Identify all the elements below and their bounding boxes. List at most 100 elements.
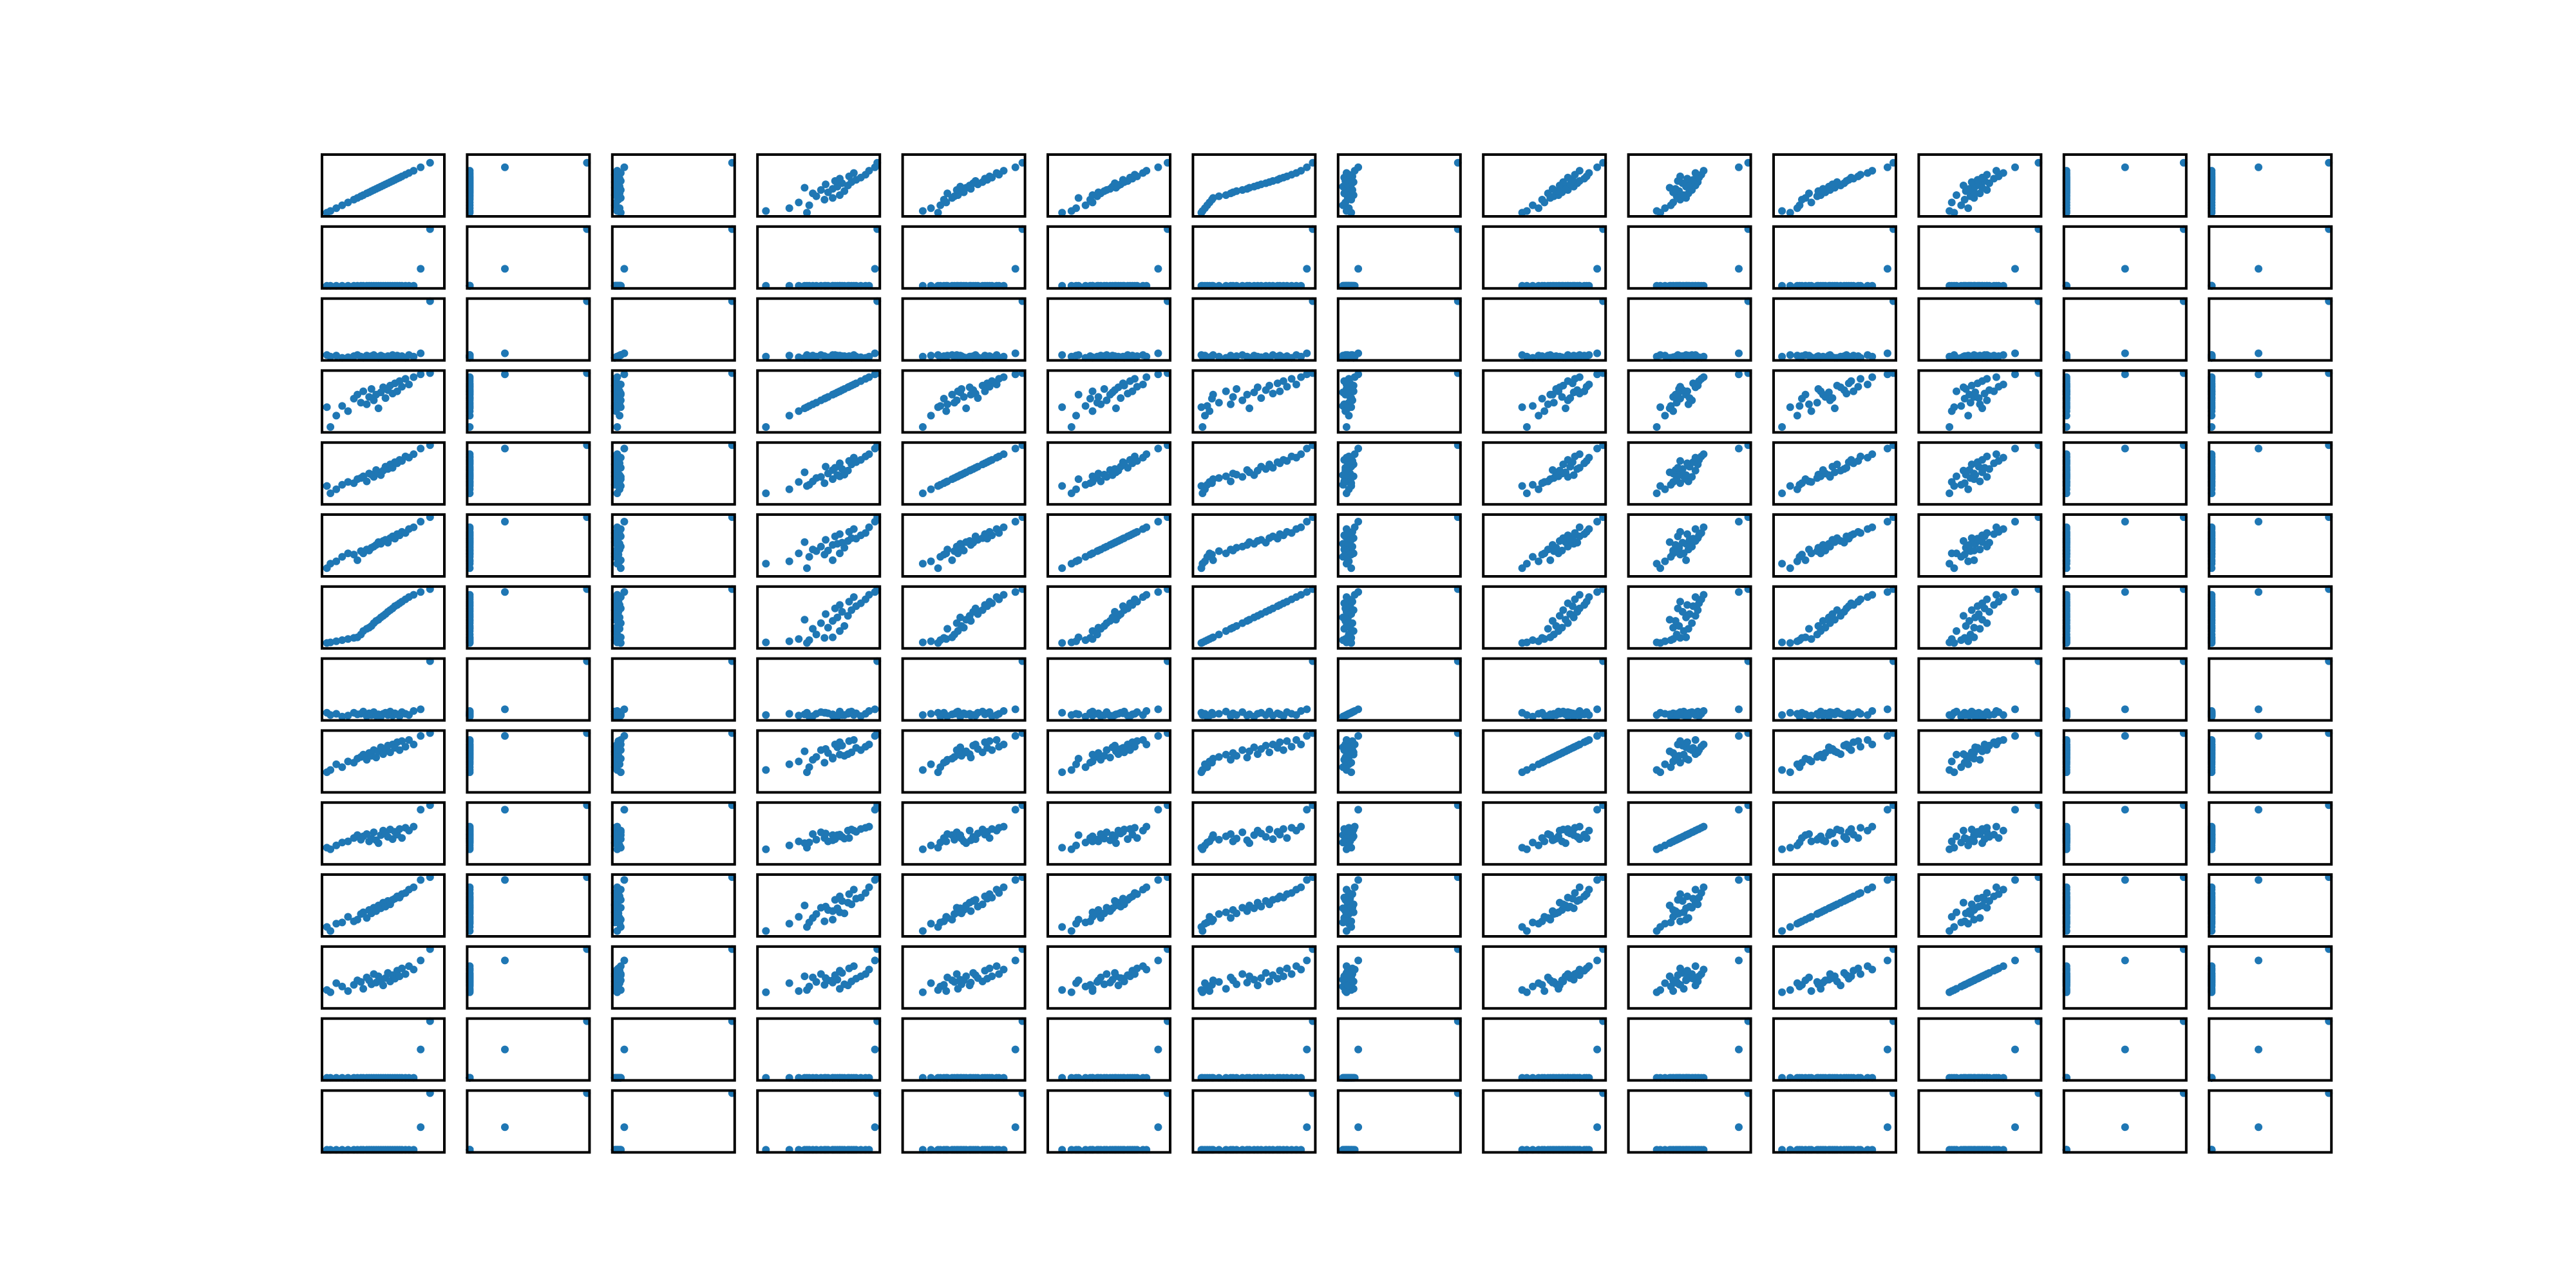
- scatter-point: [1868, 591, 1877, 599]
- scatter-point: [918, 766, 927, 774]
- scatter-point: [927, 637, 935, 645]
- panel-frame: [901, 153, 1027, 218]
- scatter-point: [1343, 556, 1352, 564]
- scatter-point: [1735, 732, 1743, 740]
- scatter-point: [849, 711, 858, 719]
- scatter-point: [1354, 349, 1363, 357]
- scatter-point: [1674, 390, 1682, 398]
- scatter-point: [1297, 523, 1305, 531]
- scatter-point: [1154, 876, 1162, 884]
- scatter-point: [1575, 741, 1584, 748]
- scatter-point: [1215, 547, 1223, 555]
- scatter-point: [956, 352, 965, 360]
- scatter-point: [1233, 752, 1241, 760]
- scatter-point: [2121, 732, 2129, 740]
- scatter-point: [417, 732, 425, 740]
- scatter-point: [1074, 390, 1083, 399]
- scatter-point: [1778, 207, 1786, 215]
- panel-v2-vs-v14: [2208, 225, 2333, 290]
- scatter-point: [1691, 886, 1700, 894]
- scatter-point: [948, 556, 956, 564]
- scatter-point: [1964, 412, 1973, 420]
- scatter-point: [1544, 830, 1552, 838]
- scatter-point: [985, 383, 994, 391]
- panel-frame: [1772, 297, 1897, 362]
- scatter-point: [1833, 707, 1841, 715]
- scatter-point: [1683, 352, 1691, 360]
- scatter-point: [822, 394, 830, 402]
- scatter-point: [918, 927, 927, 935]
- scatter-point: [1676, 598, 1684, 606]
- scatter-point: [1959, 710, 1967, 718]
- scatter-point: [1243, 390, 1251, 399]
- scatter-point: [988, 746, 996, 754]
- scatter-point: [1544, 477, 1552, 486]
- scatter-point: [1813, 399, 1821, 407]
- scatter-point: [809, 830, 817, 838]
- scatter-point: [1975, 610, 1983, 618]
- scatter-point: [338, 918, 346, 927]
- scatter-point: [1793, 412, 1801, 420]
- scatter-point: [1058, 639, 1066, 647]
- scatter-point: [1672, 630, 1681, 639]
- panel-frame: [611, 153, 736, 218]
- scatter-point: [1653, 560, 1661, 568]
- scatter-point: [1824, 471, 1833, 479]
- scatter-point: [1980, 390, 1989, 398]
- scatter-point: [803, 209, 811, 217]
- scatter-point: [1238, 746, 1247, 754]
- scatter-point: [417, 349, 425, 357]
- scatter-point: [1656, 403, 1665, 412]
- scatter-point: [1999, 886, 2007, 894]
- panel-frame: [901, 297, 1027, 362]
- scatter-point: [1819, 185, 1827, 193]
- scatter-point: [613, 591, 621, 599]
- scatter-point: [1868, 707, 1877, 715]
- scatter-point: [1522, 845, 1531, 853]
- panel-frame: [1482, 153, 1607, 218]
- scatter-point: [805, 553, 813, 561]
- scatter-point: [1665, 710, 1674, 719]
- panel-v1-vs-v8: [1336, 153, 1462, 218]
- scatter-point: [809, 914, 817, 922]
- scatter-point: [1119, 828, 1127, 836]
- scatter-point: [1112, 404, 1120, 412]
- scatter-point: [1653, 423, 1661, 431]
- scatter-point: [1676, 383, 1684, 391]
- scatter-point: [379, 981, 387, 990]
- scatter-point: [1350, 822, 1359, 831]
- scatter-point: [1665, 902, 1674, 909]
- scatter-point: [1582, 834, 1591, 842]
- scatter-point: [817, 186, 825, 194]
- scatter-point: [1575, 352, 1584, 361]
- scatter-point: [1999, 169, 2007, 177]
- scatter-point: [809, 400, 817, 408]
- panel-frame: [2208, 153, 2333, 218]
- scatter-point: [800, 747, 809, 755]
- scatter-point: [1585, 593, 1593, 601]
- scatter-point: [1287, 743, 1296, 751]
- scatter-point: [1564, 712, 1572, 720]
- scatter-point: [1339, 904, 1347, 913]
- scatter-point: [838, 538, 846, 547]
- scatter-point: [943, 545, 952, 554]
- scatter-point: [1117, 394, 1125, 402]
- scatter-point: [1522, 352, 1531, 361]
- scatter-point: [1833, 900, 1841, 909]
- scatter-point: [956, 388, 965, 397]
- panel-frame: [466, 297, 591, 362]
- scatter-point: [359, 985, 368, 993]
- scatter-point: [971, 464, 980, 472]
- scatter-point: [1983, 396, 1991, 404]
- scatter-point: [2121, 876, 2129, 884]
- scatter-point: [1544, 914, 1552, 922]
- scatter-point: [992, 593, 1001, 601]
- scatter-point: [1735, 444, 1743, 453]
- scatter-point: [956, 613, 965, 621]
- scatter-point: [971, 896, 980, 904]
- scatter-point: [1058, 403, 1066, 412]
- scatter-point: [785, 760, 793, 768]
- panel-frame: [1046, 225, 1171, 290]
- scatter-point: [822, 462, 830, 471]
- scatter-point: [822, 829, 830, 838]
